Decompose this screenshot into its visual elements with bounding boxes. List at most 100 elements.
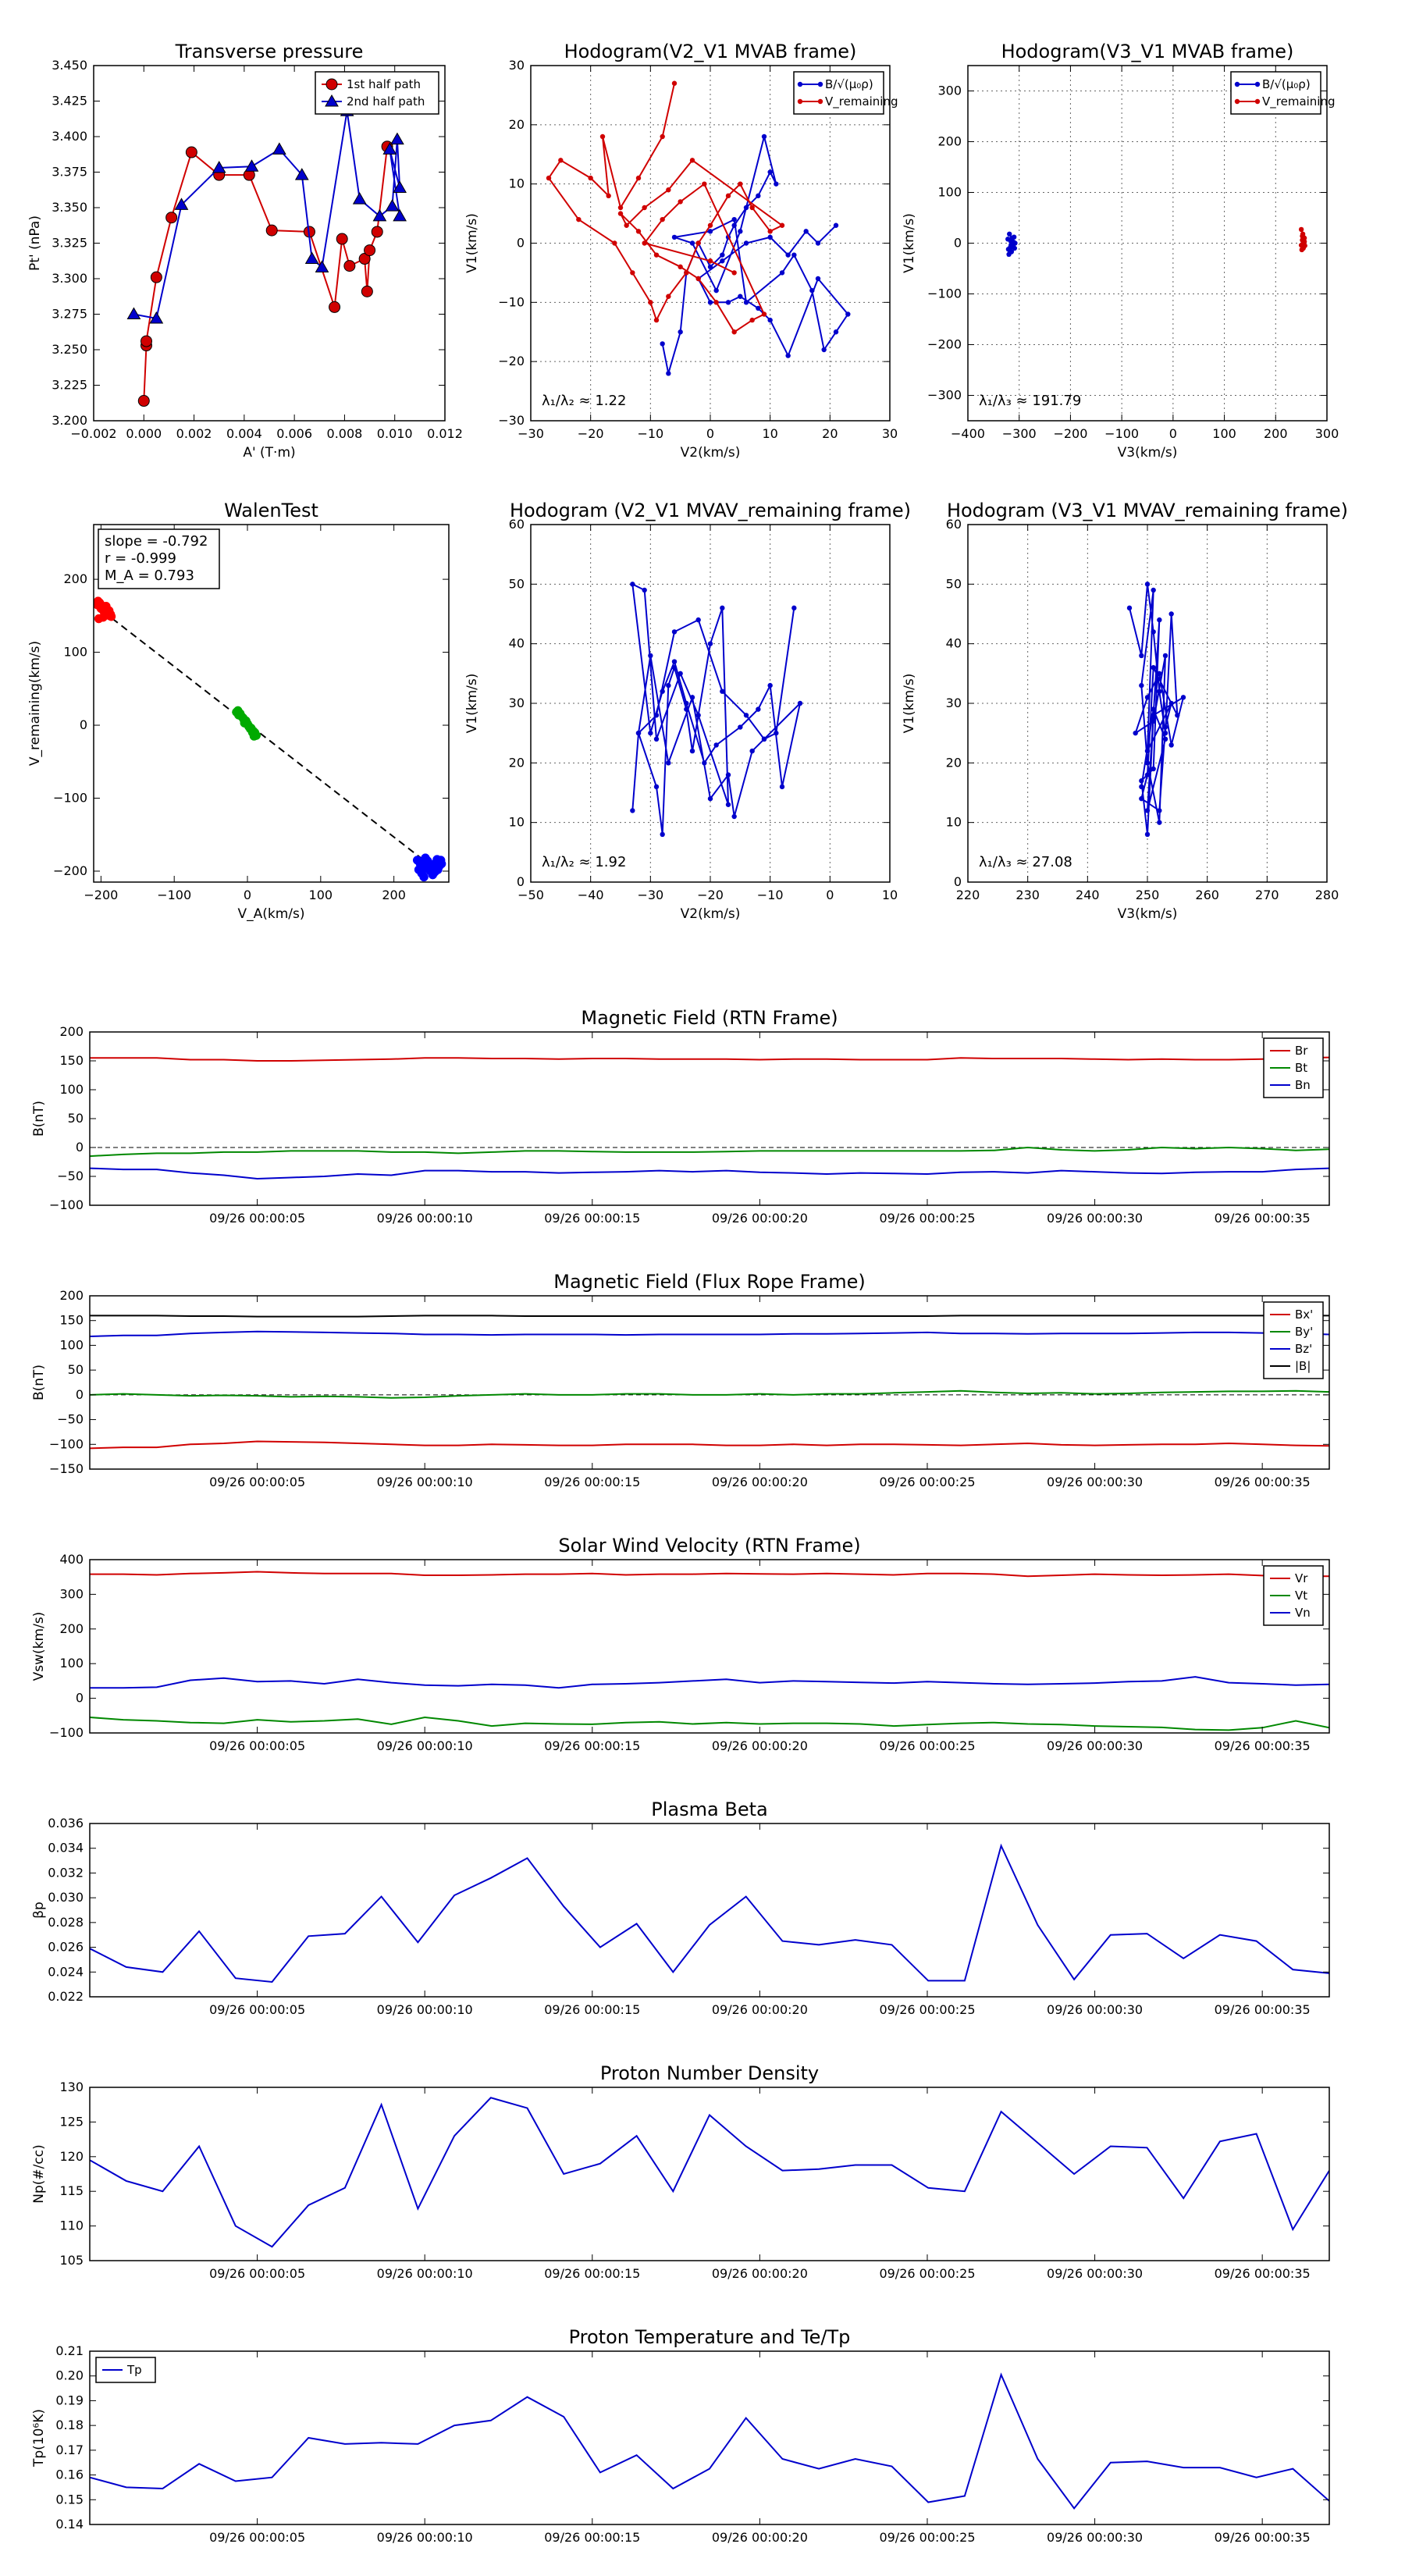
y-tick-label: 3.250 — [52, 342, 87, 357]
y-tick-label: 200 — [937, 134, 962, 149]
axes-frame — [89, 1559, 1330, 1734]
y-tick-label: 0 — [954, 236, 962, 251]
axes-frame — [93, 65, 446, 422]
x-tick-label: 09/26 00:00:05 — [209, 2530, 305, 2545]
data-point — [612, 240, 617, 246]
y-tick-label: 20 — [509, 117, 525, 132]
x-tick-label: −10 — [757, 888, 784, 902]
y-tick-label: −300 — [927, 388, 962, 403]
y-tick-label: 50 — [946, 576, 962, 591]
axes-frame — [89, 1295, 1330, 1470]
data-point — [743, 713, 749, 718]
data-point — [756, 305, 761, 311]
data-point — [1157, 671, 1162, 677]
data-point — [364, 244, 376, 257]
data-point — [635, 175, 642, 181]
x-axis-label: V3(km/s) — [1118, 906, 1178, 922]
x-tick-label: 200 — [1264, 426, 1288, 441]
plot-area-tp — [126, 104, 407, 407]
data-point — [304, 251, 319, 265]
x-tick-label: −200 — [1053, 426, 1087, 441]
data-point — [140, 335, 152, 347]
x-tick-label: 30 — [882, 426, 898, 441]
y-tick-label: 3.425 — [52, 94, 87, 109]
y-tick-label: 50 — [509, 576, 525, 591]
x-tick-label: 0 — [826, 888, 834, 902]
data-point — [702, 181, 707, 187]
chart-title: Hodogram(V3_V1 MVAB frame) — [1001, 41, 1294, 62]
legend-marker — [797, 81, 803, 87]
data-point — [779, 222, 785, 228]
chart-title: Plasma Beta — [651, 1799, 767, 1820]
data-point — [725, 300, 731, 305]
data-point — [761, 133, 767, 140]
legend-label: Bz' — [1295, 1342, 1312, 1356]
y-tick-label: 3.450 — [52, 58, 87, 73]
eigenvalue-ratio-annotation: λ₁/λ₂ ≈ 1.92 — [542, 854, 626, 870]
series-line-Vn — [90, 1676, 1329, 1689]
chart-title: Proton Number Density — [600, 2062, 819, 2084]
y-axis-label: V1(km/s) — [902, 674, 917, 734]
series-line-Bn — [90, 1167, 1329, 1180]
x-tick-label: 09/26 00:00:30 — [1047, 1475, 1143, 1489]
y-tick-label: 20 — [509, 755, 525, 770]
y-tick-label: 0.19 — [55, 2393, 84, 2407]
x-tick-label: 260 — [1195, 888, 1219, 902]
x-tick-label: 09/26 00:00:15 — [544, 2002, 640, 2017]
y-tick-label: 20 — [946, 755, 962, 770]
chart-tp_temp: 09/26 00:00:05 09/26 00:00:10 09/26 00:00:… — [31, 2326, 1330, 2545]
data-point — [774, 730, 779, 736]
data-point — [713, 287, 719, 294]
legend: Br Bt Bn — [1263, 1037, 1324, 1098]
legend: 1st half path 2nd half path — [315, 71, 439, 115]
y-tick-label: 120 — [59, 2149, 84, 2164]
data-point — [666, 682, 671, 688]
data-point — [212, 161, 226, 173]
chart-beta: 09/26 00:00:05 09/26 00:00:10 09/26 00:00:… — [31, 1799, 1330, 2017]
data-point — [244, 159, 259, 172]
legend: Bx' By' Bz' |B| — [1263, 1301, 1324, 1379]
data-point — [689, 158, 695, 163]
y-tick-label: 3.225 — [52, 378, 87, 393]
data-point — [624, 222, 629, 228]
data-point — [240, 718, 250, 728]
legend-label: |B| — [1295, 1359, 1311, 1373]
data-point — [756, 706, 761, 712]
data-point — [695, 276, 701, 282]
data-point — [785, 252, 791, 258]
y-tick-label: 105 — [59, 2253, 84, 2268]
data-point — [137, 395, 150, 407]
y-axis-label: V_remaining(km/s) — [27, 641, 43, 766]
data-point — [660, 688, 665, 694]
legend-box — [793, 71, 884, 115]
x-tick-label: −40 — [578, 888, 604, 902]
x-tick-label: 09/26 00:00:20 — [712, 1211, 808, 1226]
x-axis-label: V2(km/s) — [681, 906, 741, 922]
data-point — [1151, 718, 1156, 724]
legend-marker — [797, 98, 803, 105]
stats-line: M_A = 0.793 — [105, 568, 194, 584]
chart-hodo4: 220 230 240 250 260 270 280 0 10 20 30 40 50 60Hodogr… — [902, 500, 1348, 922]
chart-hodo1: −30 −20 −10 0 10 20 30 −30 −20 −10 0 10 20 30 Hodogram… — [464, 41, 898, 461]
data-point — [845, 311, 851, 317]
data-point — [343, 260, 356, 272]
chart-title: Hodogram (V2_V1 MVAV_remaining frame) — [510, 500, 911, 521]
data-point — [720, 252, 725, 258]
y-tick-label: −20 — [498, 354, 525, 368]
data-point — [720, 258, 725, 264]
data-point — [372, 208, 387, 222]
legend-box — [1263, 1301, 1324, 1379]
data-point — [419, 872, 429, 882]
x-tick-label: 09/26 00:00:15 — [544, 1211, 640, 1226]
y-tick-label: 3.400 — [52, 129, 87, 144]
data-point — [635, 730, 642, 736]
data-point — [821, 347, 827, 353]
data-point — [558, 158, 564, 163]
legend: B/√(μ₀ρ) V_remaining — [793, 71, 898, 115]
y-tick-label: 200 — [63, 571, 87, 586]
y-tick-label: 30 — [509, 58, 525, 73]
data-point — [1300, 244, 1306, 250]
data-point — [272, 142, 286, 155]
y-tick-label: 200 — [59, 1288, 84, 1303]
x-tick-label: 0.006 — [276, 426, 312, 441]
